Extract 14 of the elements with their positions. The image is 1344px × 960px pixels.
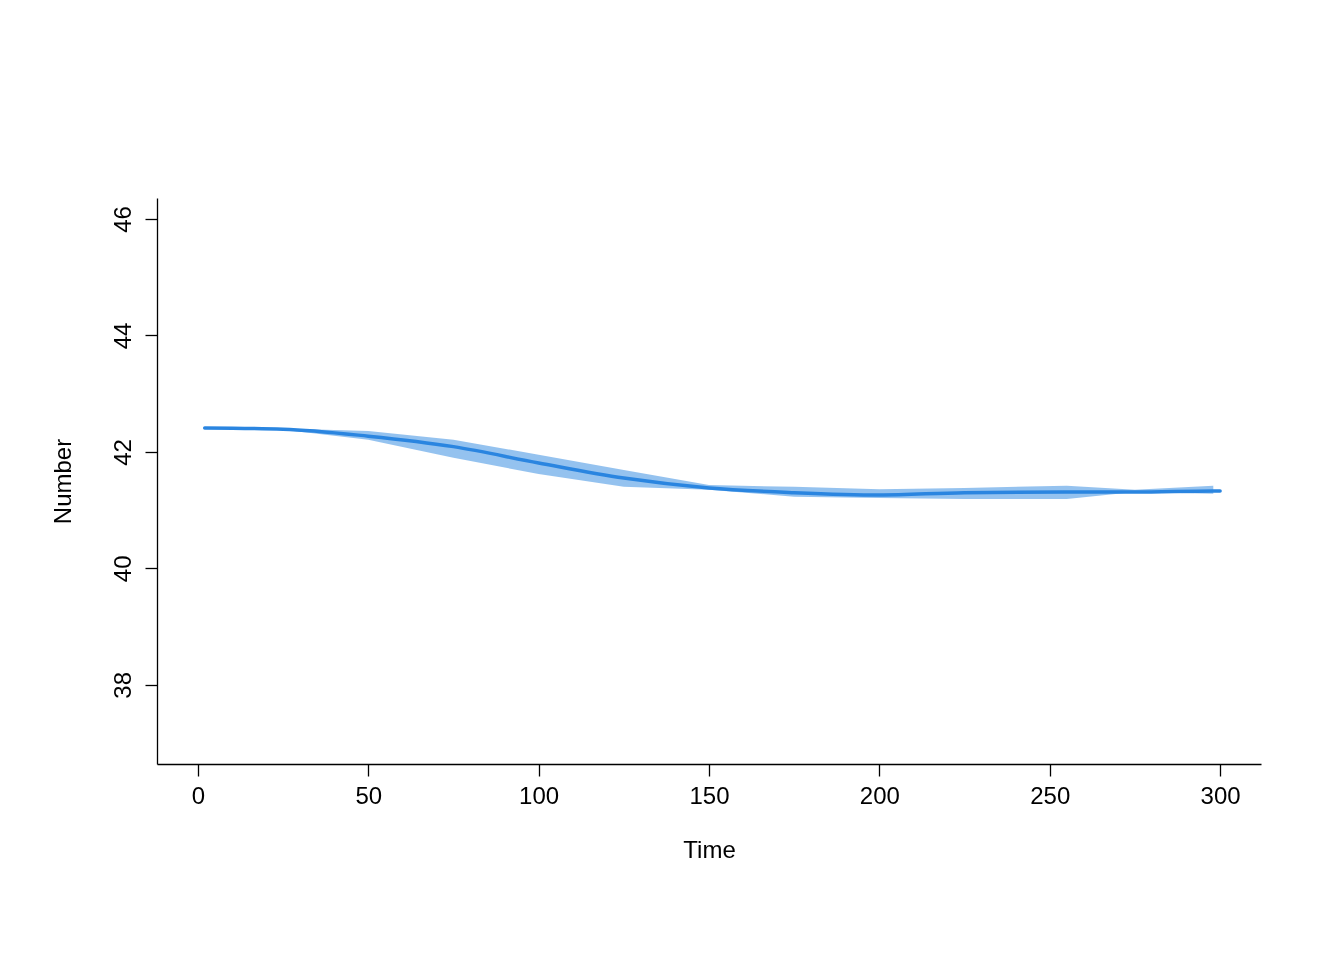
y-tick-label: 40 xyxy=(108,555,136,583)
x-tick-label: 250 xyxy=(1030,781,1071,809)
y-tick-label: 38 xyxy=(108,671,136,699)
x-tick-label: 100 xyxy=(519,781,560,809)
x-tick-label: 150 xyxy=(689,781,730,809)
x-tick-label: 50 xyxy=(355,781,383,809)
x-tick-label: 0 xyxy=(191,781,206,809)
y-tick-label: 44 xyxy=(108,322,136,350)
x-tick-label: 300 xyxy=(1200,781,1241,809)
y-tick-label: 42 xyxy=(108,439,136,466)
x-axis-title: Time xyxy=(683,835,736,863)
y-tick-label: 46 xyxy=(108,206,136,233)
y-axis-title: Number xyxy=(48,438,76,525)
x-tick-label: 200 xyxy=(859,781,900,809)
